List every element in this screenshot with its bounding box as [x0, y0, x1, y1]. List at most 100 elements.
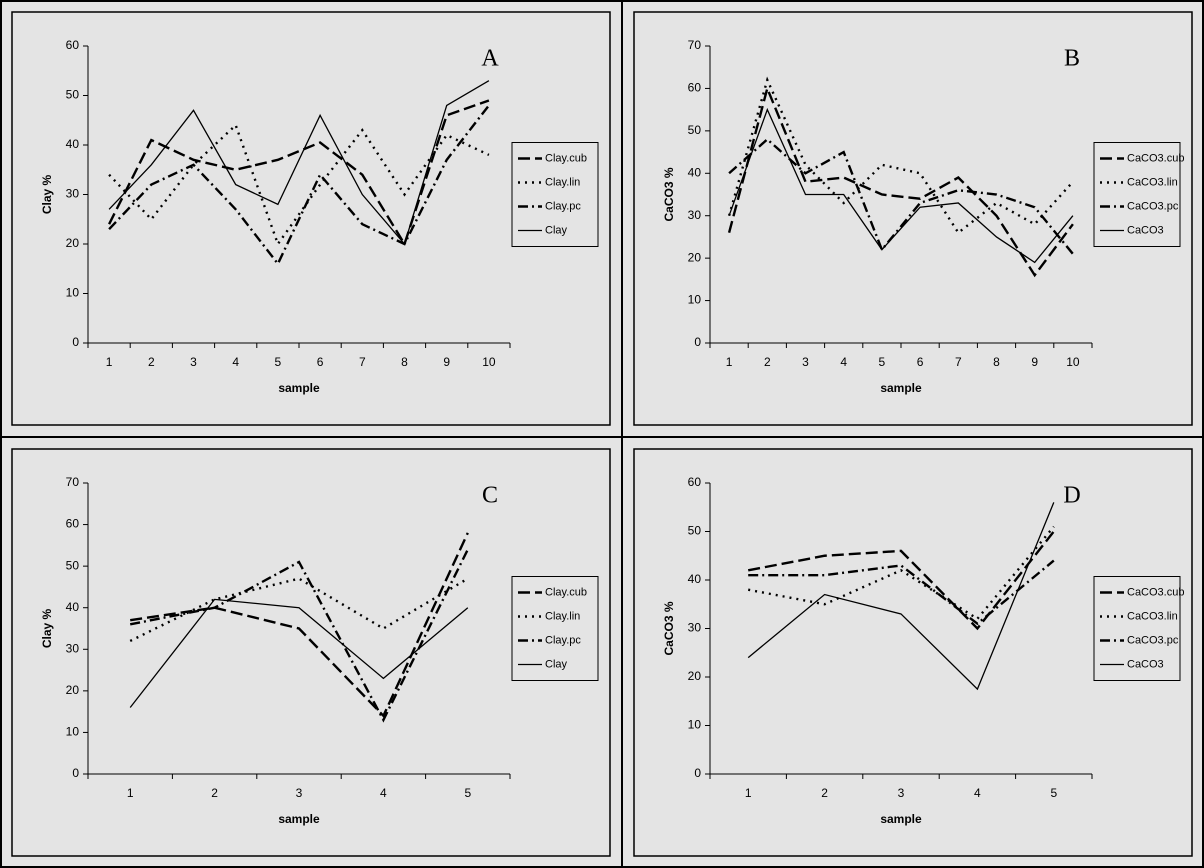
- x-tick-label: 2: [148, 355, 155, 369]
- x-tick-label: 4: [232, 355, 239, 369]
- data-line: [129, 598, 469, 708]
- x-tick-label: 1: [106, 355, 113, 369]
- x-tick-label: 10: [1066, 355, 1080, 369]
- y-tick-label: 40: [688, 165, 702, 179]
- x-tick-label: 5: [275, 355, 282, 369]
- legend-label: CaCO3.lin: [1127, 176, 1178, 188]
- x-tick-label: 3: [190, 355, 197, 369]
- y-tick-label: 60: [688, 475, 702, 489]
- x-tick-label: 3: [802, 355, 809, 369]
- y-tick-label: 0: [694, 335, 701, 349]
- y-tick-label: 0: [72, 335, 79, 349]
- x-tick-label: 10: [482, 355, 496, 369]
- x-tick-label: 1: [127, 786, 134, 800]
- legend-label: CaCO3: [1127, 224, 1164, 236]
- y-tick-label: 70: [688, 38, 702, 52]
- legend-label: Clay.pc: [545, 634, 581, 646]
- y-tick-label: 50: [688, 123, 702, 137]
- data-line: [108, 123, 490, 247]
- data-line: [108, 80, 490, 246]
- y-tick-label: 60: [688, 81, 702, 95]
- y-tick-label: 10: [66, 725, 80, 739]
- y-tick-label: 10: [688, 293, 702, 307]
- legend-box: [511, 576, 599, 681]
- y-tick-label: 0: [694, 766, 701, 780]
- data-line: [748, 559, 1055, 626]
- panel: 0 10 20 30 40 50 60 70 1 2 3 4 5 6 7 8 9 10 sample CaCO3 % B…: [633, 11, 1193, 426]
- data-line: [728, 107, 1074, 264]
- x-tick-label: 8: [993, 355, 1000, 369]
- y-tick-label: 10: [688, 718, 702, 732]
- legend-label: Clay.pc: [545, 200, 581, 212]
- data-line: [747, 530, 1055, 631]
- y-tick-label: 50: [688, 524, 702, 538]
- legend-label: Clay.lin: [545, 610, 580, 622]
- y-tick-label: 30: [66, 187, 80, 201]
- y-tick-label: 60: [66, 517, 80, 531]
- y-tick-label: 20: [66, 236, 80, 250]
- y-tick-label: 50: [66, 88, 80, 102]
- panel-label: D: [1063, 483, 1080, 509]
- x-tick-label: 4: [974, 786, 981, 800]
- panel: 0 10 20 30 40 50 60 1 2 3 4 5 6 7 8 9 10 sample Clay % A Cla…: [11, 11, 611, 426]
- data-line: [727, 84, 1074, 278]
- legend-box: [1093, 142, 1181, 247]
- x-tick-label: 7: [359, 355, 366, 369]
- x-tick-label: 9: [1031, 355, 1038, 369]
- y-tick-label: 30: [688, 208, 702, 222]
- y-tick-label: 20: [66, 683, 80, 697]
- y-tick-label: 20: [688, 250, 702, 264]
- legend-label: CaCO3.pc: [1127, 634, 1179, 646]
- legend-label: Clay: [545, 658, 568, 670]
- y-tick-label: 0: [72, 766, 79, 780]
- x-tick-label: 5: [464, 786, 471, 800]
- x-tick-label: 9: [443, 355, 450, 369]
- y-axis-label: CaCO3 %: [662, 167, 676, 221]
- chart-frame: [11, 448, 611, 857]
- x-tick-label: 1: [726, 355, 733, 369]
- data-line: [747, 525, 1055, 621]
- legend-label: CaCO3: [1127, 658, 1164, 670]
- y-axis-label: CaCO3 %: [662, 601, 676, 655]
- x-axis-label: sample: [880, 812, 922, 826]
- x-axis-label: sample: [278, 812, 320, 826]
- x-tick-label: 2: [211, 786, 218, 800]
- y-tick-label: 30: [66, 641, 80, 655]
- x-tick-label: 3: [296, 786, 303, 800]
- x-axis-label: sample: [278, 381, 320, 395]
- y-tick-label: 10: [66, 286, 80, 300]
- legend-label: Clay.cub: [545, 152, 587, 164]
- y-axis-label: Clay %: [40, 174, 54, 214]
- x-tick-label: 2: [821, 786, 828, 800]
- legend-label: CaCO3.lin: [1127, 610, 1178, 622]
- chart-frame: [633, 448, 1193, 857]
- legend-box: [1093, 576, 1181, 681]
- x-tick-label: 2: [764, 355, 771, 369]
- y-tick-label: 50: [66, 558, 80, 572]
- data-line: [747, 502, 1055, 691]
- x-tick-label: 4: [380, 786, 387, 800]
- x-tick-label: 5: [1050, 786, 1057, 800]
- x-tick-label: 1: [745, 786, 752, 800]
- legend-label: CaCO3.pc: [1127, 200, 1179, 212]
- legend-label: Clay.lin: [545, 176, 580, 188]
- x-tick-label: 6: [317, 355, 324, 369]
- data-line: [129, 548, 469, 723]
- panel: 0 10 20 30 40 50 60 70 1 2 3 4 5 sample Clay % C Clay.cu…: [11, 448, 611, 857]
- data-line: [728, 137, 1074, 255]
- y-axis-label: Clay %: [40, 608, 54, 648]
- x-tick-label: 5: [879, 355, 886, 369]
- x-tick-label: 6: [917, 355, 924, 369]
- panel: 0 10 20 30 40 50 60 1 2 3 4 5 sample CaCO3 % D CaCO3.cu…: [633, 448, 1193, 857]
- y-tick-label: 60: [66, 38, 80, 52]
- legend-label: Clay.cub: [545, 586, 587, 598]
- data-line: [108, 104, 490, 267]
- legend-label: CaCO3.cub: [1127, 152, 1184, 164]
- chart-frame: [633, 11, 1193, 426]
- x-tick-label: 4: [840, 355, 847, 369]
- legend-box: [511, 142, 599, 247]
- y-tick-label: 20: [688, 669, 702, 683]
